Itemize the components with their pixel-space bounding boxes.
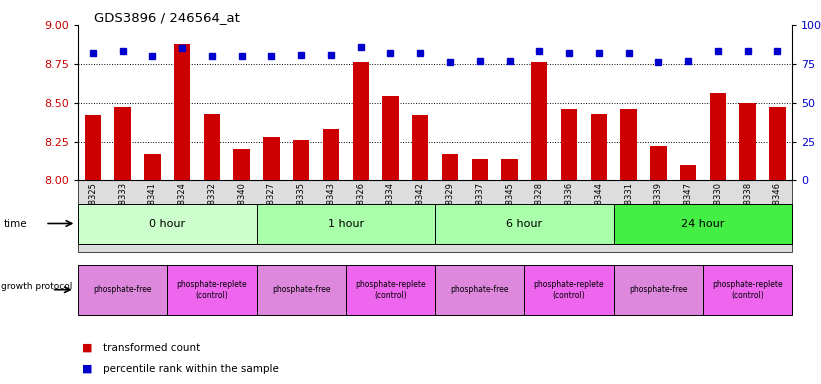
Text: ■: ■ bbox=[82, 343, 93, 353]
Bar bbox=[257, 204, 435, 244]
Bar bbox=[561, 109, 577, 180]
Text: phosphate-replete
(control): phosphate-replete (control) bbox=[534, 280, 604, 300]
Text: phosphate-free: phosphate-free bbox=[629, 285, 688, 295]
Text: growth protocol: growth protocol bbox=[1, 281, 72, 291]
Bar bbox=[442, 154, 458, 180]
Bar bbox=[709, 93, 726, 180]
Bar bbox=[531, 62, 548, 180]
Bar bbox=[174, 44, 190, 180]
Text: phosphate-free: phosphate-free bbox=[451, 285, 509, 295]
Bar bbox=[502, 159, 518, 180]
Bar bbox=[614, 265, 703, 315]
Bar bbox=[78, 265, 167, 315]
Bar bbox=[621, 109, 637, 180]
Bar bbox=[435, 265, 525, 315]
Bar bbox=[740, 103, 756, 180]
Bar bbox=[204, 114, 220, 180]
Text: phosphate-replete
(control): phosphate-replete (control) bbox=[355, 280, 426, 300]
Text: time: time bbox=[4, 218, 28, 229]
Bar bbox=[346, 265, 435, 315]
Bar bbox=[590, 114, 607, 180]
Bar bbox=[78, 204, 257, 244]
Bar bbox=[144, 154, 161, 180]
Bar bbox=[323, 129, 339, 180]
Text: 6 hour: 6 hour bbox=[507, 218, 543, 229]
Bar bbox=[167, 265, 257, 315]
Bar bbox=[293, 140, 310, 180]
Bar bbox=[352, 62, 369, 180]
Bar bbox=[85, 115, 101, 180]
Bar bbox=[471, 159, 488, 180]
Text: phosphate-replete
(control): phosphate-replete (control) bbox=[713, 280, 783, 300]
Bar bbox=[525, 265, 614, 315]
Bar bbox=[412, 115, 429, 180]
Bar bbox=[264, 137, 280, 180]
Text: 24 hour: 24 hour bbox=[681, 218, 725, 229]
Text: 1 hour: 1 hour bbox=[328, 218, 364, 229]
Text: phosphate-free: phosphate-free bbox=[94, 285, 152, 295]
Bar bbox=[680, 165, 696, 180]
Bar bbox=[614, 204, 792, 244]
Bar bbox=[114, 108, 131, 180]
Bar bbox=[703, 265, 792, 315]
Text: ■: ■ bbox=[82, 364, 93, 374]
Text: GDS3896 / 246564_at: GDS3896 / 246564_at bbox=[94, 12, 241, 25]
Bar bbox=[769, 108, 786, 180]
Bar bbox=[233, 149, 250, 180]
Text: transformed count: transformed count bbox=[103, 343, 200, 353]
Bar bbox=[435, 204, 614, 244]
Text: percentile rank within the sample: percentile rank within the sample bbox=[103, 364, 278, 374]
Bar bbox=[257, 265, 346, 315]
Bar bbox=[650, 146, 667, 180]
Text: phosphate-free: phosphate-free bbox=[272, 285, 331, 295]
Text: phosphate-replete
(control): phosphate-replete (control) bbox=[177, 280, 247, 300]
Bar bbox=[383, 96, 399, 180]
Text: 0 hour: 0 hour bbox=[149, 218, 186, 229]
